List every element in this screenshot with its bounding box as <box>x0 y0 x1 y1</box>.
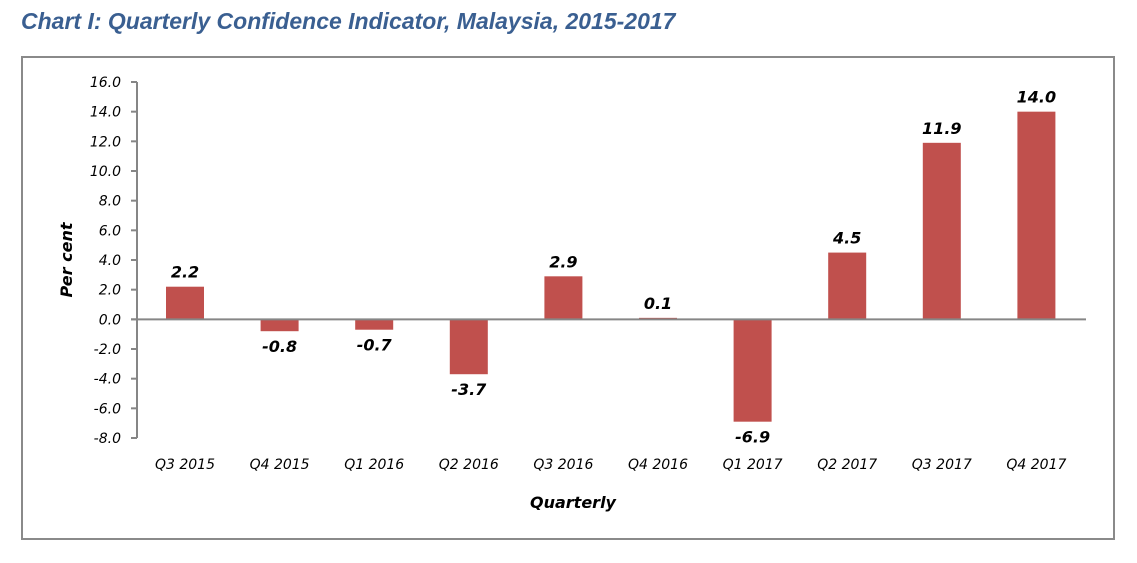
data-label: 2.2 <box>171 263 199 282</box>
y-tick-label: 10.0 <box>90 164 121 180</box>
y-axis-title: Per cent <box>57 221 76 297</box>
y-tick-label: -6.0 <box>94 401 121 417</box>
x-tick-label: Q2 2017 <box>817 457 877 473</box>
data-label: 4.5 <box>832 229 861 248</box>
y-tick-label: 6.0 <box>99 223 121 239</box>
data-label: -6.9 <box>735 428 770 447</box>
data-label: -0.7 <box>357 336 393 355</box>
y-tick-label: 12.0 <box>90 134 121 150</box>
y-tick-label: 4.0 <box>99 253 121 269</box>
data-label: -0.8 <box>262 337 297 356</box>
bar <box>544 276 583 320</box>
x-tick-label: Q3 2017 <box>912 457 972 473</box>
y-tick-label: 2.0 <box>99 283 121 299</box>
x-tick-label: Q1 2017 <box>723 457 783 473</box>
y-axis: 16.0 14.0 12.0 10.0 8.0 6.0 4.0 2.0 0.0 -2.0 -4.0 -… <box>90 75 138 447</box>
bar <box>449 319 488 375</box>
x-tick-label: Q1 2016 <box>344 457 404 473</box>
data-label: 2.9 <box>549 252 577 271</box>
y-tick-label: 16.0 <box>90 75 121 91</box>
bar <box>1017 111 1056 320</box>
bar <box>922 142 961 320</box>
data-label: 14.0 <box>1017 88 1056 107</box>
x-tick-label: Q4 2017 <box>1006 457 1066 473</box>
x-axis: Q3 2015 Q4 2015 Q1 2016 Q2 2016 Q3 2016 Q4 20… <box>131 318 1086 473</box>
x-tick-label: Q4 2015 <box>250 457 310 473</box>
y-tick-label: -8.0 <box>94 431 121 447</box>
bar <box>166 286 204 320</box>
data-label: 0.1 <box>644 294 672 313</box>
bar <box>733 319 772 422</box>
bars <box>166 111 1056 422</box>
chart-title: Chart I: Quarterly Confidence Indicator,… <box>21 8 676 34</box>
x-tick-label: Q3 2015 <box>155 457 215 473</box>
x-tick-label: Q3 2016 <box>533 457 593 473</box>
bar <box>355 319 394 330</box>
y-tick-label: 0.0 <box>99 312 121 328</box>
data-labels: 2.2 -0.8 -0.7 -3.7 2.9 0.1 -6.9 4.5 11.9 14.0 <box>171 88 1056 447</box>
x-tick-label: Q2 2016 <box>439 457 499 473</box>
x-axis-title: Quarterly <box>530 493 617 512</box>
chart-frame <box>21 56 1115 540</box>
y-tick-label: -2.0 <box>94 342 121 358</box>
x-tick-label: Q4 2016 <box>628 457 688 473</box>
data-label: -3.7 <box>451 380 487 399</box>
y-tick-label: 8.0 <box>99 194 121 210</box>
bar <box>828 252 867 320</box>
y-tick-label: -4.0 <box>94 372 121 388</box>
bar <box>260 319 299 332</box>
y-tick-label: 14.0 <box>90 105 121 121</box>
data-label: 11.9 <box>922 119 961 138</box>
